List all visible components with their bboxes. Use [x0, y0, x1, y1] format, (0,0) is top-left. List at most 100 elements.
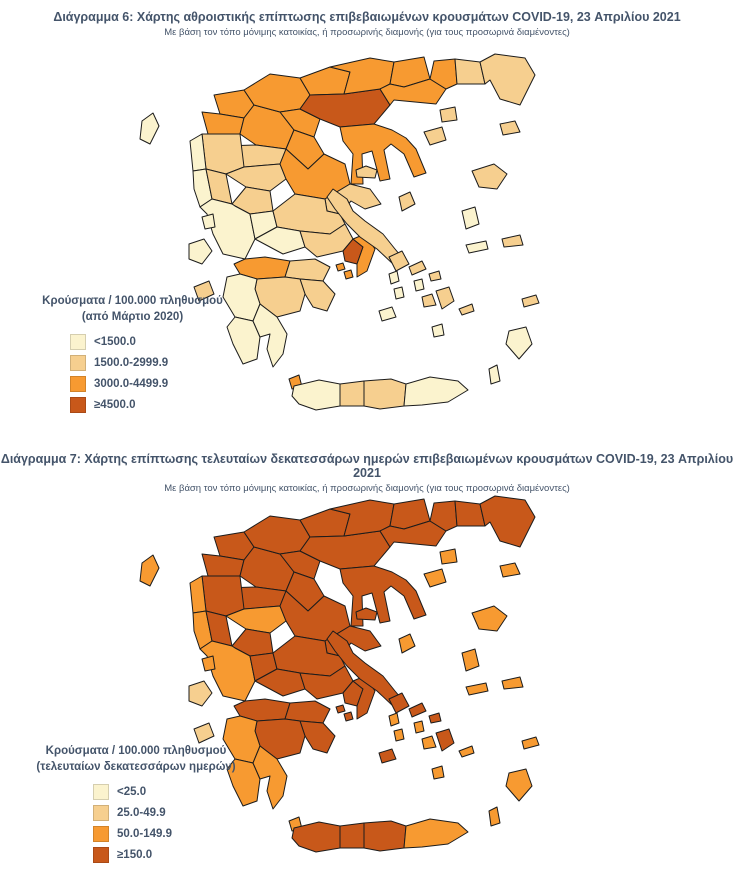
region-kea: [388, 712, 400, 727]
region-kavala: [379, 520, 447, 548]
legend-item: 3000.0-4499.9: [70, 373, 235, 394]
region-kefalonia: [188, 238, 213, 265]
legend-swatch-class-2: [93, 825, 109, 842]
legend-swatch-class-0: [93, 783, 109, 800]
region-amorgos: [458, 303, 475, 316]
region-ikaria: [465, 682, 489, 696]
region-rethymno: [339, 380, 365, 407]
region-zakynthos: [193, 280, 215, 302]
region-naxos: [435, 286, 455, 310]
region-samothrace: [499, 120, 521, 136]
region-lemnos: [423, 568, 447, 588]
region-ioannina: [201, 575, 245, 617]
map7-title-block: Διάγραμμα 7: Χάρτης επίπτωσης τελευταίων…: [0, 452, 734, 494]
region-kilkis: [299, 66, 351, 96]
region-milos: [378, 306, 397, 322]
region-andros: [388, 692, 410, 714]
region-imathia: [279, 108, 321, 138]
greece-choropleth-cumulative: [139, 53, 540, 411]
region-ioannina: [201, 133, 245, 175]
legend-item-label: 1500.0-2999.9: [94, 356, 169, 369]
region-aegina: [343, 711, 354, 722]
region-zakynthos: [193, 722, 215, 744]
region-tinos: [408, 260, 427, 276]
region-evros: [479, 53, 536, 106]
region-milos: [378, 748, 397, 764]
region-lasithi: [403, 376, 469, 407]
region-chania: [291, 821, 341, 853]
legend-swatch-class-3: [70, 396, 86, 413]
region-heraklion: [363, 378, 407, 410]
legend-item-label: ≥150.0: [117, 848, 153, 861]
legend-item: ≥4500.0: [70, 394, 235, 415]
legend-item: 1500.0-2999.9: [70, 352, 235, 373]
map6-subtitle: Με βάση τον τόπο μόνιμης κατοικίας, ή πρ…: [164, 27, 570, 38]
region-argolida: [299, 278, 336, 312]
region-samothrace: [499, 562, 521, 578]
map7-legend: Κρούσματα / 100.000 πληθυσμού (τελευταίω…: [22, 743, 250, 865]
region-samos: [501, 234, 524, 248]
region-kythnos: [393, 728, 405, 742]
region-lefkada: [201, 655, 216, 672]
region-thasos: [439, 548, 458, 565]
region-kea: [388, 270, 400, 285]
region-syros: [413, 720, 425, 734]
region-santorini: [431, 323, 445, 338]
legend-item-label: <1500.0: [94, 335, 136, 348]
region-mykonos: [428, 712, 442, 724]
legend-swatch-class-1: [70, 354, 86, 371]
region-evros: [479, 495, 536, 548]
region-heraklion: [363, 820, 407, 852]
region-skyros: [398, 191, 416, 212]
region-kilkis: [299, 508, 351, 538]
region-larissa: [279, 148, 351, 200]
region-naxos: [435, 728, 455, 752]
legend-item: <25.0: [93, 781, 250, 802]
region-amorgos: [458, 745, 475, 758]
map6-title-block: Διάγραμμα 6: Χάρτης αθροιστικής επίπτωση…: [0, 10, 734, 38]
map6-legend-items: <1500.0 1500.0-2999.9 3000.0-4499.9 ≥4500.0: [30, 331, 235, 415]
legend-item: 50.0-149.9: [93, 823, 250, 844]
legend-item-label: 3000.0-4499.9: [94, 377, 169, 390]
region-kefalonia: [188, 680, 213, 707]
region-samos: [501, 676, 524, 690]
region-paros: [421, 735, 437, 750]
region-boeotia: [299, 665, 354, 700]
region-lesbos: [471, 605, 508, 632]
region-aegina: [343, 269, 354, 280]
region-laconia: [252, 303, 288, 368]
region-lemnos: [423, 126, 447, 146]
legend-item-label: ≥4500.0: [94, 398, 136, 411]
region-chania: [291, 379, 341, 411]
legend-swatch-class-0: [70, 333, 86, 350]
map7-subtitle: Με βάση τον τόπο μόνιμης κατοικίας, ή πρ…: [164, 483, 570, 494]
greece-choropleth-14day: [139, 495, 540, 853]
region-corfu: [139, 554, 160, 587]
map7-legend-title-line2: (τελευταίων δεκατεσσάρων ημερών): [36, 761, 236, 773]
region-lesbos: [471, 163, 508, 190]
map6-title: Διάγραμμα 6: Χάρτης αθροιστικής επίπτωση…: [53, 10, 681, 24]
region-boeotia: [299, 223, 354, 258]
region-kos: [521, 294, 540, 308]
region-sporades: [355, 165, 378, 179]
region-tinos: [408, 702, 427, 718]
map7-legend-title: Κρούσματα / 100.000 πληθυσμού (τελευταίω…: [22, 743, 250, 775]
region-salamina: [335, 704, 346, 714]
legend-item-label: 50.0-149.9: [117, 827, 172, 840]
region-argolida: [299, 720, 336, 754]
region-sporades: [355, 607, 378, 621]
region-kos: [521, 736, 540, 750]
legend-item: ≥150.0: [93, 844, 250, 865]
region-larissa: [279, 590, 351, 642]
region-rhodes: [505, 326, 533, 360]
region-kavala: [379, 78, 447, 106]
legend-swatch-class-3: [93, 846, 109, 863]
region-mykonos: [428, 270, 442, 282]
region-syros: [413, 278, 425, 292]
region-rethymno: [339, 822, 365, 849]
region-chalkidiki: [339, 123, 427, 185]
region-lefkada: [201, 213, 216, 230]
map6-legend-title-line1: Κρούσματα / 100.000 πληθυσμού: [42, 295, 223, 307]
region-chios: [461, 648, 480, 672]
region-kythnos: [393, 286, 405, 300]
